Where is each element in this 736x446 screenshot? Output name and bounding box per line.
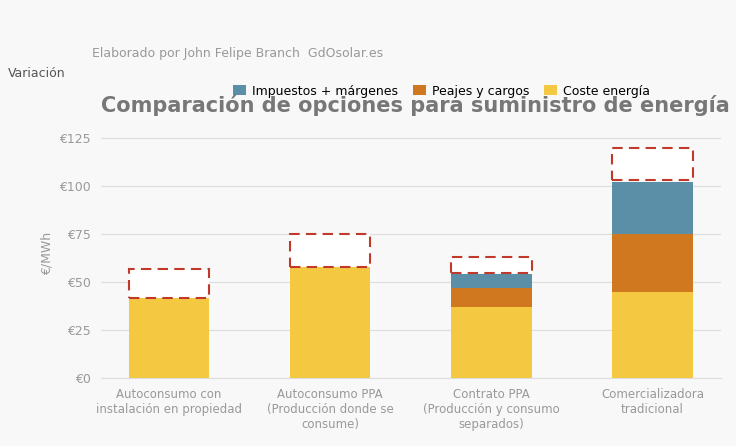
Bar [290,234,370,267]
Bar [612,234,693,292]
Bar [451,288,531,307]
Bar [612,148,693,180]
Bar [612,292,693,378]
Bar [290,234,370,267]
Bar [612,182,693,234]
Bar [451,257,531,273]
Legend: Impuestos + márgenes, Peajes y cargos, Coste energía: Impuestos + márgenes, Peajes y cargos, C… [228,79,655,103]
Bar [451,257,531,273]
Y-axis label: €/MWh: €/MWh [40,232,54,275]
Bar [129,268,209,297]
Bar [451,274,531,288]
Bar [129,297,209,378]
Text: Comparación de opciones para suministro de energía en empresas: Comparación de opciones para suministro … [101,94,736,116]
Text: Elaborado por John Felipe Branch  GdOsolar.es: Elaborado por John Felipe Branch GdOsola… [92,47,383,60]
Text: Variación: Variación [7,67,65,80]
Bar [129,268,209,297]
Bar [612,148,693,180]
Bar [451,307,531,378]
Bar [290,267,370,378]
